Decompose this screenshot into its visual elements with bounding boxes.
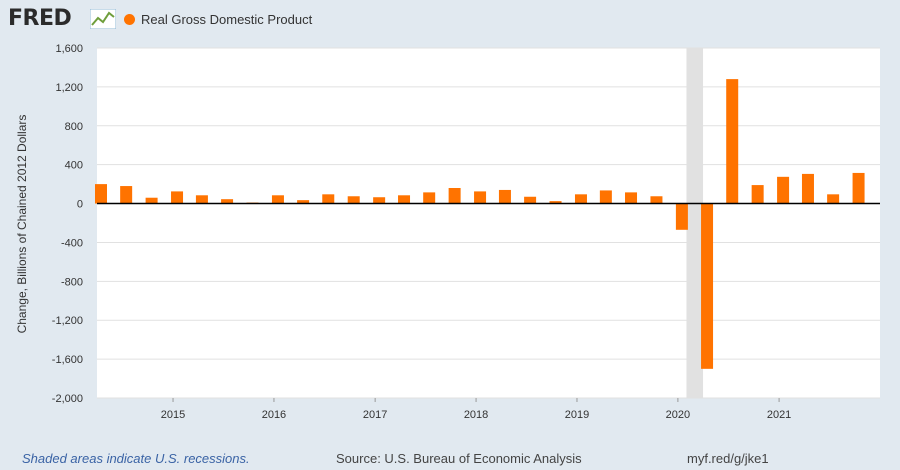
- bar[interactable]: [120, 186, 133, 204]
- y-axis-label: Change, Billions of Chained 2012 Dollars: [15, 115, 29, 334]
- bar[interactable]: [271, 195, 284, 204]
- bar-chart: 1,600 1,200 800 400 0 -400 -800 -1,200 -1,600 -2,…: [15, 43, 880, 421]
- y-tick-label: -400: [61, 237, 83, 249]
- bar[interactable]: [777, 176, 790, 204]
- legend-item: Real Gross Domestic Product: [124, 12, 312, 27]
- bar[interactable]: [195, 195, 208, 204]
- x-tick-label: 2015: [161, 409, 185, 421]
- bar[interactable]: [726, 79, 739, 204]
- bar[interactable]: [221, 199, 234, 204]
- bar[interactable]: [498, 189, 511, 204]
- x-tick-label: 2019: [565, 409, 589, 421]
- bar[interactable]: [373, 197, 386, 204]
- y-tick-label: 1,200: [55, 82, 83, 94]
- y-tick-label: 1,600: [55, 43, 83, 55]
- x-tick-label: 2016: [262, 409, 286, 421]
- y-tick-label: -1,200: [52, 315, 83, 327]
- bar[interactable]: [474, 191, 487, 204]
- y-tick-label: -800: [61, 276, 83, 288]
- bar[interactable]: [827, 194, 840, 204]
- source-note: Source: U.S. Bureau of Economic Analysis: [336, 451, 582, 466]
- bar[interactable]: [801, 173, 814, 204]
- bar[interactable]: [701, 203, 714, 369]
- recession-band: [686, 48, 704, 398]
- bar[interactable]: [398, 195, 411, 204]
- trend-line-icon: [90, 9, 116, 29]
- y-tick-label: -1,600: [52, 354, 83, 366]
- bar[interactable]: [145, 197, 158, 204]
- legend-label: Real Gross Domestic Product: [141, 12, 313, 27]
- bar[interactable]: [322, 194, 335, 204]
- y-tick-label: 800: [65, 121, 83, 133]
- chart-header: FRED Real Gross Domestic Product: [0, 0, 900, 40]
- x-tick-label: 2020: [666, 409, 690, 421]
- x-tick-label: 2021: [767, 409, 791, 421]
- bar[interactable]: [650, 196, 663, 204]
- bar[interactable]: [95, 184, 107, 204]
- y-tick-label: 0: [77, 199, 83, 211]
- bar[interactable]: [448, 188, 461, 204]
- bar[interactable]: [625, 192, 638, 204]
- bar[interactable]: [675, 203, 688, 230]
- plot-area: [97, 48, 880, 398]
- x-tick-label: 2018: [464, 409, 488, 421]
- short-url-link[interactable]: myf.red/g/jke1: [687, 451, 769, 466]
- bar[interactable]: [599, 190, 612, 204]
- bar[interactable]: [423, 192, 436, 204]
- bar[interactable]: [524, 196, 537, 204]
- x-tick-label: 2017: [363, 409, 387, 421]
- bar[interactable]: [852, 172, 865, 204]
- y-tick-label: 400: [65, 160, 83, 172]
- bar[interactable]: [549, 201, 562, 204]
- bar[interactable]: [574, 194, 587, 204]
- y-tick-label: -2,000: [52, 393, 83, 405]
- fred-logo[interactable]: FRED: [8, 6, 72, 31]
- bar[interactable]: [297, 200, 310, 204]
- bar[interactable]: [347, 196, 360, 204]
- recession-note: Shaded areas indicate U.S. recessions.: [22, 451, 250, 466]
- legend-swatch: [124, 14, 135, 25]
- bar[interactable]: [171, 191, 184, 204]
- bar[interactable]: [751, 185, 764, 204]
